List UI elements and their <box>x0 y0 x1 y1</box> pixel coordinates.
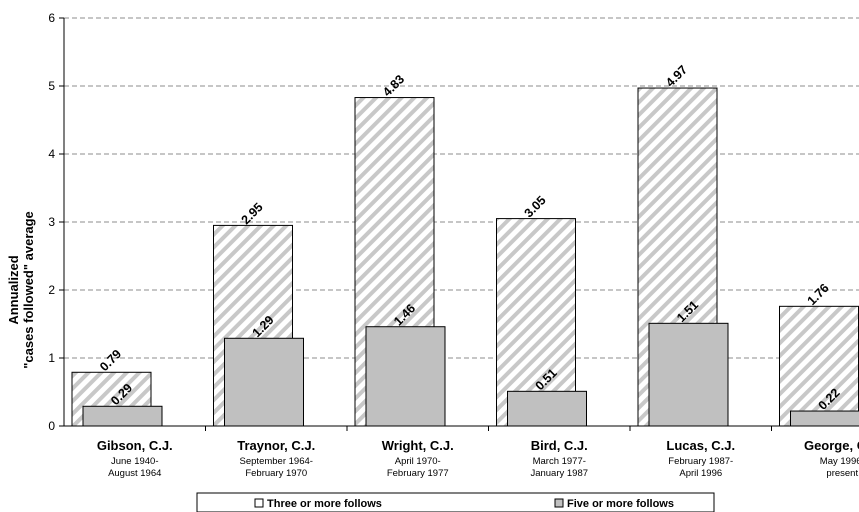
data-label: 3.05 <box>522 193 549 220</box>
category-sublabel: August 1964 <box>108 468 161 479</box>
category-label: Traynor, C.J. <box>237 438 315 453</box>
category-sublabel: February 1987- <box>668 456 733 467</box>
category-label: Bird, C.J. <box>531 438 588 453</box>
category-sublabel: present <box>826 468 858 479</box>
category-sublabel: April 1970- <box>395 456 441 467</box>
gridlines <box>64 17 859 359</box>
bar-five-or-more <box>507 390 587 427</box>
data-label: 2.95 <box>239 200 266 227</box>
y-tick-label: 0 <box>48 419 55 433</box>
y-tick-label: 2 <box>48 283 55 297</box>
category-sublabel: May 1996- <box>820 456 859 467</box>
category-sublabel: January 1987 <box>530 468 588 479</box>
y-tick-label: 5 <box>48 79 55 93</box>
axes: 0 1 2 3 4 5 6 Gibson, C.J. June 1940-August 1964… <box>48 11 859 479</box>
bar-five-or-more <box>82 405 163 427</box>
category-sublabel: February 1977 <box>387 468 449 479</box>
category-label: George, C.J. <box>804 438 859 453</box>
legend-swatch-three <box>254 498 264 508</box>
data-label: 4.83 <box>380 72 407 99</box>
y-tick-label: 6 <box>48 11 55 25</box>
y-axis-title: Annualized "cases followed" average <box>6 211 36 369</box>
y-tick-label: 1 <box>48 351 55 365</box>
y-tick-label: 4 <box>48 147 55 161</box>
category-label: Lucas, C.J. <box>666 438 735 453</box>
legend-label-three: Three or more follows <box>267 498 382 510</box>
y-axis-title-line1: Annualized <box>6 255 21 324</box>
bars <box>71 87 859 427</box>
bar-three-or-more <box>779 305 859 427</box>
bar-five-or-more <box>648 322 729 427</box>
y-axis-title-line2: "cases followed" average <box>21 211 36 369</box>
legend-swatch-five <box>554 498 564 508</box>
bar-five-or-more <box>365 326 446 427</box>
category-sublabel: February 1970 <box>245 468 307 479</box>
legend-label-five: Five or more follows <box>567 498 674 510</box>
legend-box <box>196 492 715 512</box>
bar-five-or-more <box>224 337 304 427</box>
category-label: Gibson, C.J. <box>97 438 173 453</box>
category-sublabel: June 1940- <box>111 456 159 467</box>
category-sublabel: April 1996 <box>679 468 722 479</box>
data-label: 1.76 <box>805 281 832 308</box>
data-label: 0.79 <box>97 347 124 374</box>
data-labels: 0.790.292.951.294.831.463.050.514.971.51… <box>97 63 843 413</box>
legend: Three or more follows Five or more follo… <box>196 492 715 512</box>
category-label: Wright, C.J. <box>382 438 454 453</box>
category-sublabel: September 1964- <box>240 456 313 467</box>
y-tick-label: 3 <box>48 215 55 229</box>
category-sublabel: March 1977- <box>533 456 586 467</box>
